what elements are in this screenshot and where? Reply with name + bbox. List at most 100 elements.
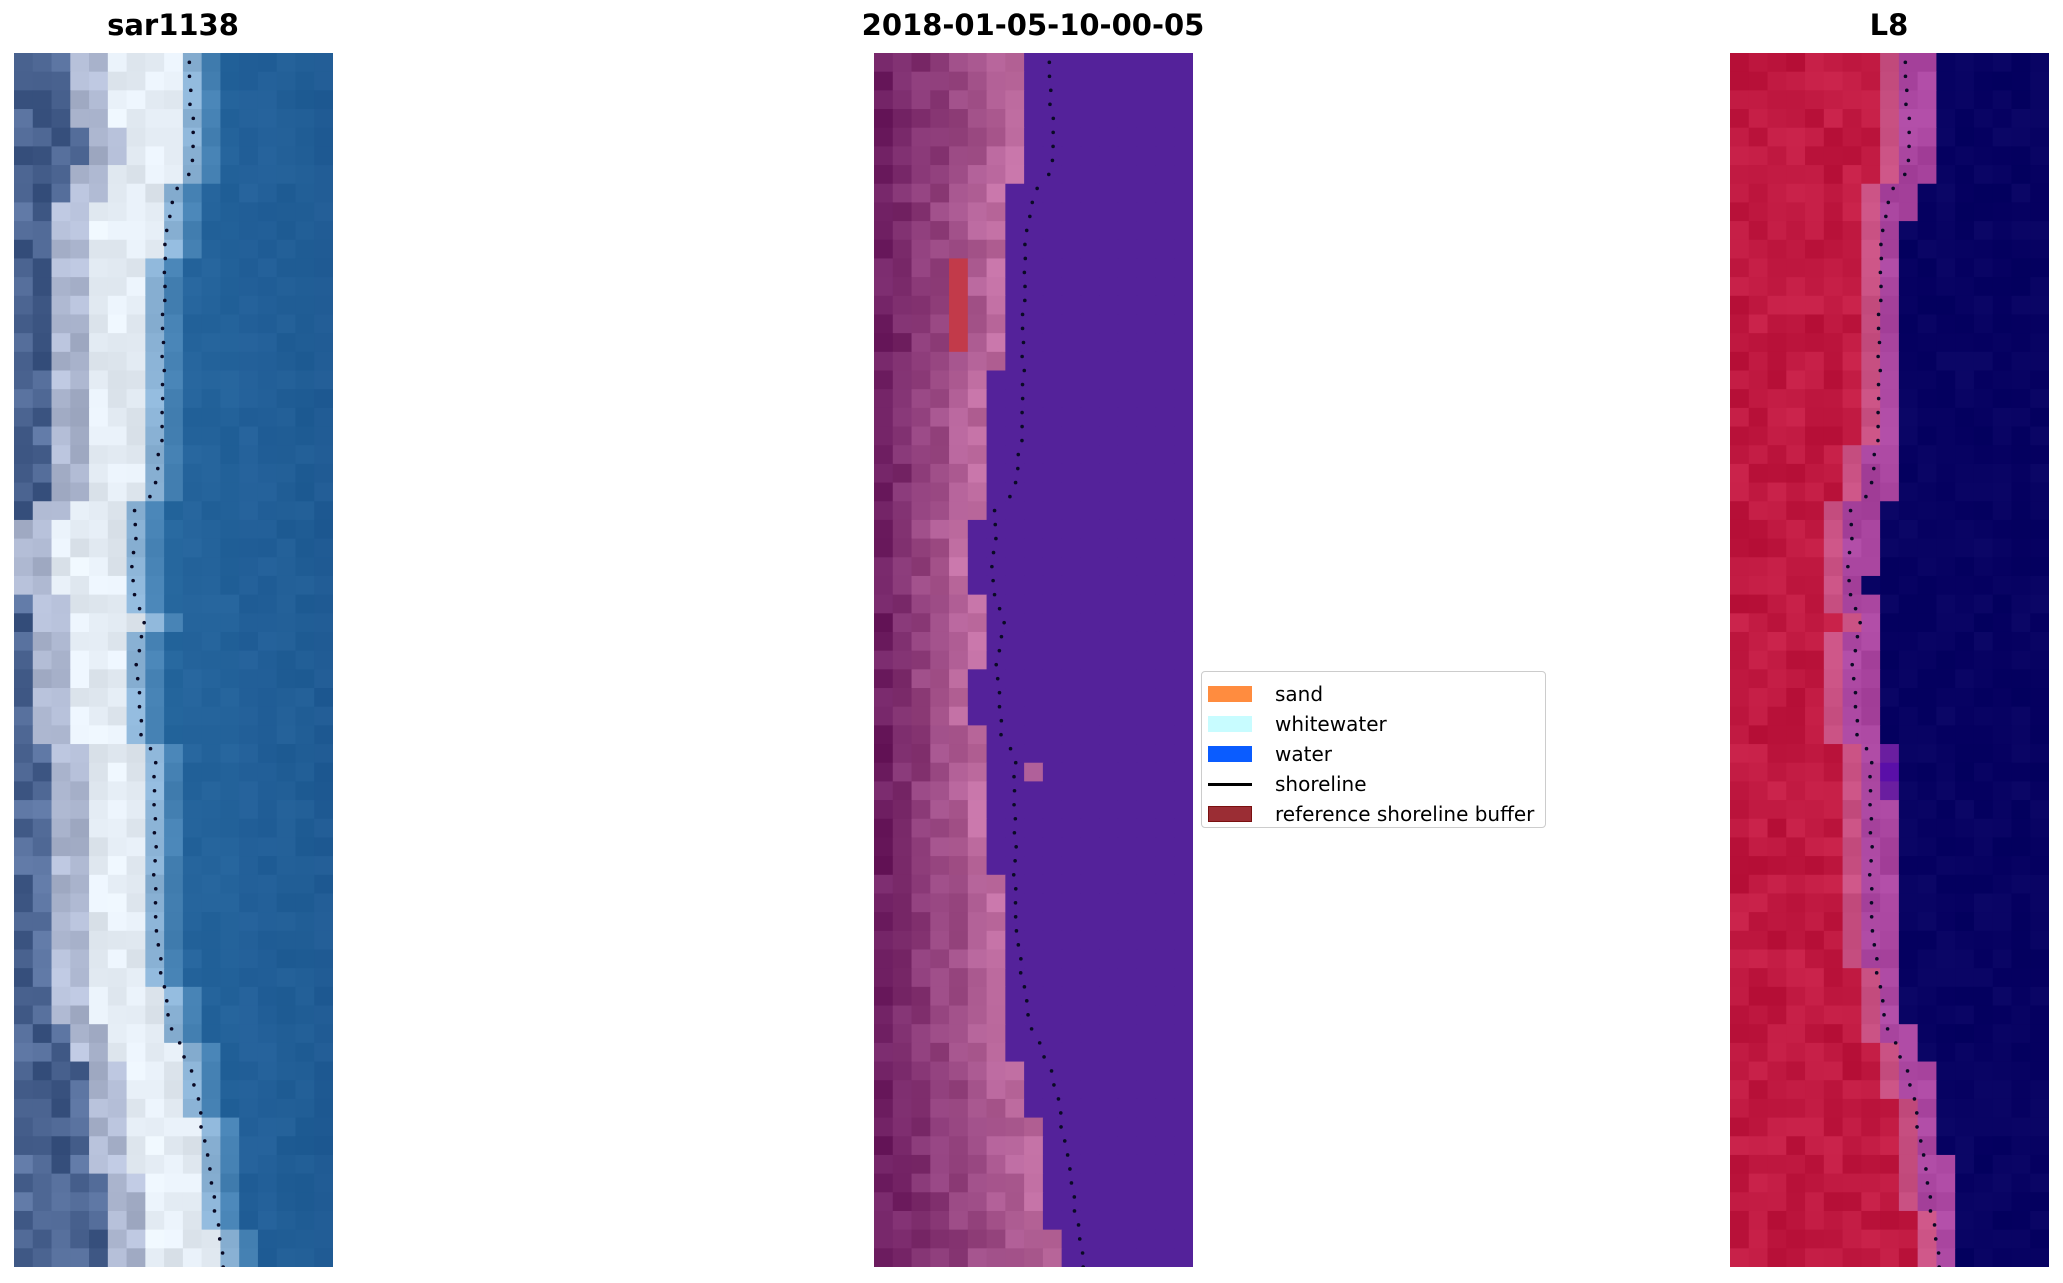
image-pixel — [220, 762, 240, 782]
image-pixel — [276, 949, 297, 969]
image-pixel — [1136, 53, 1157, 73]
image-pixel — [239, 725, 259, 745]
image-pixel — [986, 538, 1006, 558]
image-pixel — [930, 1042, 950, 1063]
image-pixel — [1786, 1136, 1806, 1156]
image-pixel — [1748, 146, 1769, 166]
image-pixel — [220, 221, 240, 241]
image-pixel — [1155, 1136, 1175, 1156]
image-pixel — [874, 463, 894, 484]
image-pixel — [1767, 53, 1787, 73]
image-pixel — [949, 333, 969, 353]
image-pixel — [1955, 1154, 1975, 1175]
image-pixel — [967, 725, 988, 745]
image-pixel — [1155, 183, 1175, 204]
image-pixel — [1861, 1136, 1881, 1156]
image-pixel — [1155, 165, 1175, 185]
image-pixel — [1786, 1192, 1806, 1212]
image-pixel — [1024, 594, 1044, 614]
shoreline-point — [1011, 872, 1016, 877]
image-pixel — [1992, 407, 2013, 428]
image-pixel — [276, 501, 297, 521]
image-pixel — [1005, 613, 1025, 633]
image-pixel — [239, 146, 259, 166]
image-pixel — [986, 631, 1006, 652]
image-pixel — [930, 333, 950, 353]
image-pixel — [911, 314, 931, 334]
image-pixel — [2011, 893, 2031, 913]
image-pixel — [1973, 986, 1994, 1007]
image-pixel — [32, 1042, 53, 1063]
image-pixel — [1936, 221, 1956, 241]
image-pixel — [1842, 986, 1862, 1007]
image-pixel — [967, 631, 988, 652]
image-pixel — [1748, 856, 1769, 876]
image-pixel — [257, 351, 278, 372]
image-pixel — [107, 986, 128, 1007]
image-pixel — [1917, 71, 1938, 91]
shoreline-point — [1858, 620, 1862, 625]
image-pixel — [1936, 165, 1956, 185]
image-pixel — [1024, 706, 1044, 726]
image-pixel — [1823, 1098, 1844, 1119]
image-pixel — [32, 501, 53, 521]
shoreline-point — [186, 172, 191, 177]
image-pixel — [14, 501, 34, 521]
image-pixel — [1880, 183, 1900, 204]
image-pixel — [1786, 874, 1806, 895]
shoreline-point — [1020, 326, 1025, 331]
image-pixel — [1005, 277, 1025, 297]
image-pixel — [1786, 370, 1806, 390]
image-pixel — [1917, 1192, 1938, 1212]
image-pixel — [1880, 575, 1900, 596]
image-pixel — [107, 1098, 128, 1119]
image-pixel — [1080, 818, 1100, 839]
image-pixel — [32, 688, 53, 708]
image-pixel — [1117, 557, 1138, 577]
legend-label: shoreline — [1275, 772, 1367, 796]
image-pixel — [1024, 239, 1044, 260]
image-pixel — [986, 314, 1006, 334]
image-pixel — [1042, 1080, 1063, 1100]
image-pixel — [1767, 519, 1787, 540]
sand-swatch — [1208, 686, 1252, 702]
image-pixel — [276, 538, 297, 558]
image-pixel — [145, 221, 165, 241]
image-pixel — [1842, 426, 1862, 446]
image-pixel — [1024, 71, 1044, 91]
image-pixel — [1805, 202, 1825, 222]
shoreline-point — [153, 915, 158, 919]
image-pixel — [892, 1098, 913, 1119]
shoreline-point — [137, 606, 142, 611]
image-pixel — [1174, 874, 1193, 895]
image-pixel — [257, 482, 278, 502]
shoreline-point — [1893, 1041, 1898, 1045]
image-pixel — [1786, 389, 1806, 409]
shoreline-point — [1924, 1167, 1928, 1171]
image-pixel — [1992, 1005, 2013, 1025]
shoreline-point — [1879, 298, 1883, 303]
image-pixel — [1080, 333, 1100, 353]
image-pixel — [1730, 109, 1750, 129]
image-pixel — [1973, 1117, 1994, 1137]
image-pixel — [1992, 165, 2013, 185]
image-pixel — [145, 333, 165, 353]
image-pixel — [1898, 725, 1919, 745]
shoreline-point — [1869, 858, 1873, 863]
image-pixel — [89, 1042, 109, 1063]
image-pixel — [145, 445, 165, 465]
image-pixel — [949, 202, 969, 222]
image-pixel — [1005, 538, 1025, 558]
image-pixel — [182, 1173, 203, 1193]
shoreline-point — [130, 564, 134, 569]
image-pixel — [1767, 1042, 1787, 1063]
image-pixel — [1005, 1117, 1025, 1137]
image-pixel — [1805, 930, 1825, 951]
image-pixel — [930, 818, 950, 839]
image-pixel — [967, 968, 988, 988]
image-pixel — [1099, 706, 1119, 726]
image-pixel — [126, 183, 146, 204]
image-pixel — [201, 221, 222, 241]
image-pixel — [892, 351, 913, 372]
image-pixel — [295, 968, 315, 988]
